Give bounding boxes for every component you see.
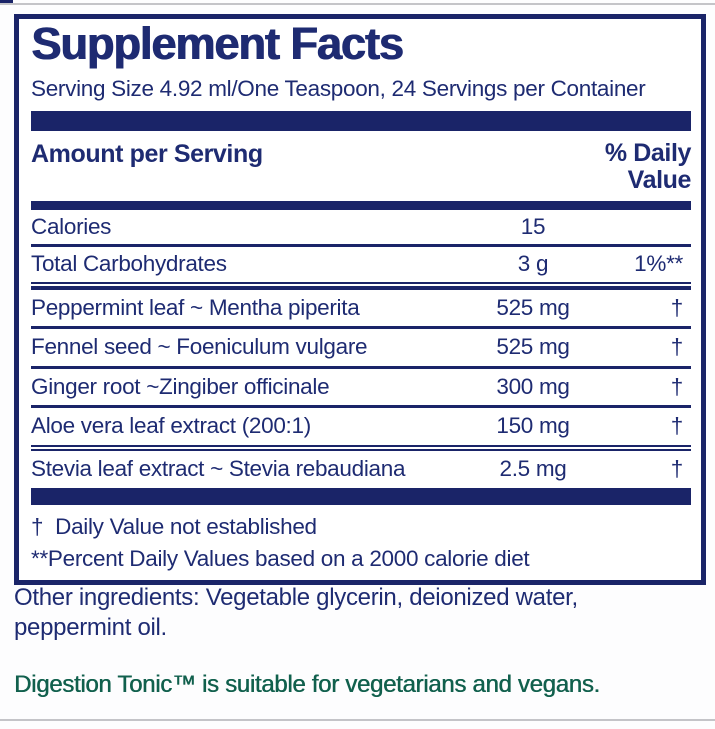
footnote-daily-value: † Daily Value not established [31,513,317,539]
percent-daily-value-header: % Daily Value [604,138,692,195]
nutrient-amount: 15 [520,213,546,239]
ingredient-name: Aloe vera leaf extract (200:1) [31,413,311,439]
ingredient-name: Stevia leaf extract ~ Stevia rebaudiana [31,455,406,481]
amount-per-serving-header: Amount per Serving [31,139,263,168]
supplement-facts-panel: Supplement Facts Serving Size 4.92 ml/On… [14,14,706,586]
row-divider [31,326,691,330]
medium-divider [31,200,691,210]
serving-size-line: Serving Size 4.92 ml/One Teaspoon, 24 Se… [31,75,646,101]
nutrient-name: Calories [31,213,112,239]
table-row-stevia-leaf: Stevia leaf extract ~ Stevia rebaudiana … [31,451,691,488]
thick-divider-bottom [31,487,691,505]
ingredient-amount: 525 mg [496,334,570,360]
thick-divider-top [31,110,691,131]
ingredient-amount: 150 mg [496,413,570,439]
top-edge-line [0,3,715,5]
ingredient-name: Ginger root ~Zingiber officinale [31,373,330,399]
bottom-edge-line [0,719,715,721]
ingredient-name: Peppermint leaf ~ Mentha piperita [31,294,360,320]
table-row-peppermint-leaf: Peppermint leaf ~ Mentha piperita 525 mg… [31,290,691,327]
suitability-note: Digestion Tonic™ is suitable for vegetar… [14,671,600,698]
nutrient-daily-value: 1%** [634,251,683,277]
row-divider [31,405,691,409]
table-row-ginger-root: Ginger root ~Zingiber officinale 300 mg … [31,369,691,406]
ingredient-daily-value: † [670,455,684,481]
ingredient-daily-value: † [670,334,684,360]
ingredient-daily-value: † [670,413,684,439]
ingredient-amount: 525 mg [496,294,570,320]
double-row-divider [31,444,691,451]
table-row-calories: Calories 15 [31,210,691,245]
ingredient-daily-value: † [670,373,684,399]
top-left-print-artifact [0,0,13,5]
ingredient-name: Fennel seed ~ Foeniculum vulgare [31,334,368,360]
other-ingredients-line2: peppermint oil. [14,613,167,641]
daily-value-header-line1: % Daily [604,138,692,167]
ingredient-daily-value: † [670,294,684,320]
nutrient-name: Total Carbohydrates [31,251,227,277]
table-row-aloe-vera: Aloe vera leaf extract (200:1) 150 mg † [31,408,691,445]
table-row-total-carbohydrates: Total Carbohydrates 3 g 1%** [31,247,691,282]
ingredient-amount: 2.5 mg [499,455,567,481]
heavy-row-divider [31,281,691,290]
footnote-percent-daily-values: **Percent Daily Values based on a 2000 c… [31,546,530,572]
row-divider [31,244,691,248]
table-row-fennel-seed: Fennel seed ~ Foeniculum vulgare 525 mg … [31,329,691,366]
other-ingredients-line1: Other ingredients: Vegetable glycerin, d… [14,584,578,611]
panel-title: Supplement Facts [31,18,404,69]
row-divider [31,365,691,369]
daily-value-header-line2: Value [627,166,692,195]
nutrient-amount: 3 g [517,251,549,277]
other-ingredients-text: Other ingredients: Vegetable glycerin, d… [14,583,674,643]
ingredient-amount: 300 mg [496,373,570,399]
column-header-row: Amount per Serving % Daily Value [31,131,691,199]
